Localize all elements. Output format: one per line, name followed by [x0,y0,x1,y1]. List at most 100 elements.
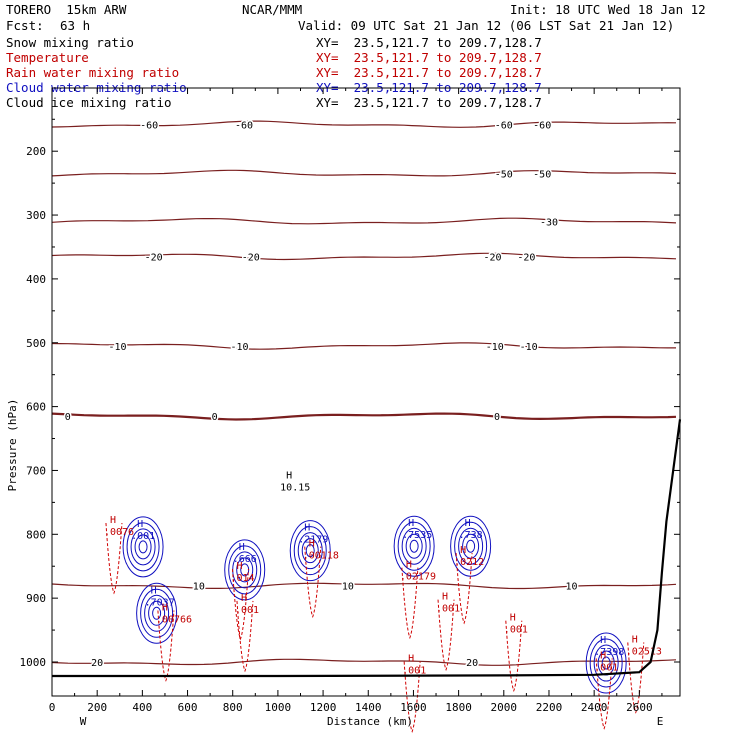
cloud-water-contour [405,533,423,559]
y-tick-label: 800 [26,528,46,541]
max-value-label: 10.15 [280,482,310,493]
cloud-water-contour [462,533,480,559]
contour-label: 20 [91,658,103,669]
contour-label: -20 [483,253,501,264]
cloud-water-contour [401,527,427,565]
max-value-label: .7535 [402,530,432,541]
field-name-temperature: Temperature [6,50,89,65]
cloud-water-contour [138,540,148,554]
max-marker: H [236,561,242,572]
contour-label: 10 [566,581,578,592]
y-tick-label: 1000 [20,656,47,669]
cloud-water-contour [224,539,266,601]
cloud-water-contour [305,544,315,558]
max-value-label: .014 [230,573,254,584]
cloud-water-contour [466,539,476,553]
cloud-water-contour [152,606,162,620]
cloud-water-contour [454,521,488,571]
cloud-water-contour [458,527,484,565]
max-marker: H [408,654,414,665]
rain-water-contour [437,599,455,671]
max-marker: H [151,585,157,596]
max-marker: H [465,518,471,529]
cloud-water-contour [228,545,262,595]
cloud-water-contour [450,515,492,577]
contour-label: 20 [466,658,478,669]
max-marker: H [406,560,412,571]
max-marker: H [510,613,516,624]
rain-water-contour [157,610,175,682]
temperature-contour-m30 [51,217,677,225]
rain-water-contour [304,546,322,618]
cloud-water-contour [140,588,174,638]
max-marker: H [110,515,116,526]
cloud-water-contour [297,532,323,570]
rain-water-contour [236,600,254,673]
max-marker: H [600,635,606,646]
cloud-water-contour [130,528,156,566]
field-name-snow: Snow mixing ratio [6,35,134,50]
cloud-water-contour [393,515,435,577]
rain-water-contour [505,620,523,693]
field-xy-cloud-ice: XY= 23.5,121.7 to 209.7,128.7 [316,95,542,110]
max-marker: H [632,634,638,645]
rain-water-contour [595,658,613,730]
x-tick-label: 1800 [445,701,472,714]
max-value-label: .02513 [626,646,662,657]
cloud-water-contour [144,594,170,632]
cloud-water-contour [134,534,152,560]
contour-label: -30 [540,217,558,228]
x-tick-label: 1000 [265,701,292,714]
max-value-label: .2179 [298,535,328,546]
x-tick-label: 1400 [355,701,382,714]
y-tick-label: 300 [26,209,46,222]
cloud-water-contour [122,516,164,578]
temperature-contour-m20 [51,252,677,261]
cloud-water-contour [301,538,319,564]
cloud-water-contour [293,526,327,576]
max-marker: H [309,539,315,550]
rain-water-contour [401,567,419,640]
max-marker: H [304,523,310,534]
max-marker: H [241,593,247,604]
fcst-label: Fcst: [6,18,44,33]
contour-label: -20 [242,253,260,264]
cloud-water-contour [593,644,619,682]
cloud-water-contour [289,520,331,582]
max-value-label: .02179 [400,572,436,583]
model-title: TORERO 15km ARW [6,2,127,17]
contour-label: -10 [486,342,504,353]
contour-label: -20 [145,253,163,264]
cloud-water-contour [126,522,160,572]
contour-label: -60 [533,120,551,131]
max-marker: H [442,592,448,603]
max-value-label: .0212 [454,557,484,568]
contour-label: 10 [342,581,354,592]
max-marker: H [460,545,466,556]
temperature-contour-m50 [51,169,677,177]
contour-label: 0 [212,412,218,423]
rain-water-contour [231,568,249,641]
cloud-water-contour [397,521,431,571]
west-label: W [80,715,87,728]
x-tick-label: 600 [178,701,198,714]
field-name-cloud-water: Cloud water mixing ratio [6,80,187,95]
cloud-water-contour [589,638,623,688]
valid-time: Valid: 09 UTC Sat 21 Jan 12 (06 LST Sat … [298,18,675,33]
temperature-contour-0 [51,412,677,421]
x-tick-label: 400 [132,701,152,714]
field-xy-temperature: XY= 23.5,121.7 to 209.7,128.7 [316,50,542,65]
x-tick-label: 2000 [491,701,518,714]
contour-label: -10 [520,342,538,353]
max-value-label: .7037 [145,597,175,608]
rain-water-contour [455,552,473,625]
max-marker: H [162,602,168,613]
max-value-label: .001 [504,625,528,636]
max-marker: H [286,470,292,481]
contour-label: -10 [108,342,126,353]
max-value-label: .001 [131,531,155,542]
cloud-water-contour [585,632,627,694]
contour-label: 10 [193,581,205,592]
contour-label: -60 [140,120,158,131]
